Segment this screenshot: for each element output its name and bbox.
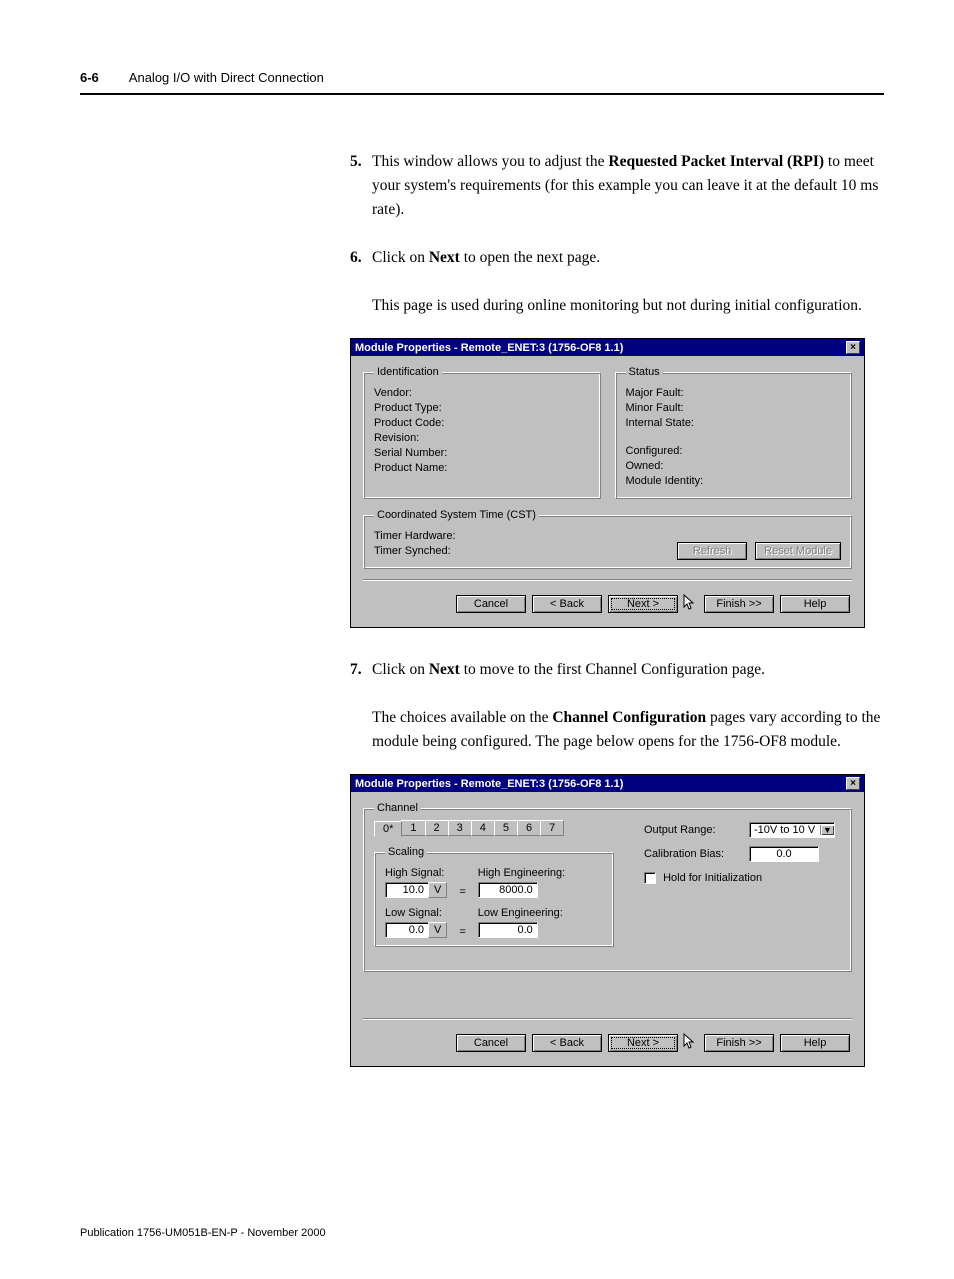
finish-button[interactable]: Finish >> (704, 1034, 774, 1052)
tab-channel-7[interactable]: 7 (540, 820, 564, 836)
configured-label: Configured: (626, 445, 842, 457)
step-6-para: This page is used during online monitori… (372, 294, 884, 318)
step-7-para: The choices available on the Channel Con… (372, 706, 884, 754)
module-properties-dialog-status: Module Properties - Remote_ENET:3 (1756-… (350, 338, 865, 628)
cursor-icon (684, 595, 698, 611)
dialog-title: Module Properties - Remote_ENET:3 (1756-… (355, 778, 623, 790)
tab-channel-0[interactable]: 0* (374, 821, 402, 837)
tab-channel-5[interactable]: 5 (494, 820, 518, 836)
header-rule (80, 93, 884, 95)
next-button[interactable]: Next > (608, 595, 678, 613)
step-body: Click on Next to open the next page. (372, 246, 884, 270)
serial-number-label: Serial Number: (374, 447, 590, 459)
channel-group: Channel 0* 1 2 3 4 5 6 7 (363, 802, 852, 972)
step-number: 5. (350, 150, 372, 222)
owned-label: Owned: (626, 460, 842, 472)
timer-hardware-label: Timer Hardware: (374, 530, 456, 542)
chevron-down-icon[interactable]: ▼ (820, 825, 834, 835)
low-eng-label: Low Engineering: (478, 907, 563, 919)
cst-group: Coordinated System Time (CST) Timer Hard… (363, 509, 852, 569)
major-fault-label: Major Fault: (626, 387, 842, 399)
high-eng-input[interactable] (478, 882, 538, 898)
hold-init-label: Hold for Initialization (663, 872, 762, 884)
calib-bias-label: Calibration Bias: (644, 848, 739, 860)
step-body: This window allows you to adjust the Req… (372, 150, 884, 222)
low-signal-input[interactable] (385, 922, 429, 938)
refresh-button[interactable]: Refresh (677, 542, 747, 560)
equals: = (459, 926, 465, 938)
high-signal-input[interactable] (385, 882, 429, 898)
unit-v: V (428, 882, 447, 898)
publication-footer: Publication 1756-UM051B-EN-P - November … (80, 1227, 884, 1239)
status-group: Status Major Fault: Minor Fault: Interna… (615, 366, 853, 499)
product-code-label: Product Code: (374, 417, 590, 429)
close-icon[interactable]: × (846, 777, 860, 790)
close-icon[interactable]: × (846, 341, 860, 354)
identification-group: Identification Vendor: Product Type: Pro… (363, 366, 601, 499)
equals: = (459, 886, 465, 898)
reset-module-button[interactable]: Reset Module (755, 542, 841, 560)
product-type-label: Product Type: (374, 402, 590, 414)
separator (363, 1018, 852, 1020)
scaling-legend: Scaling (385, 846, 427, 858)
channel-tabs: 0* 1 2 3 4 5 6 7 (374, 820, 614, 836)
tab-channel-6[interactable]: 6 (517, 820, 541, 836)
page-number: 6-6 (80, 70, 99, 85)
tab-channel-2[interactable]: 2 (425, 820, 449, 836)
hold-init-checkbox[interactable] (644, 872, 656, 884)
product-name-label: Product Name: (374, 462, 590, 474)
status-legend: Status (626, 366, 663, 378)
scaling-group: Scaling High Signal: V = High Engineerin… (374, 846, 614, 947)
module-properties-dialog-channel: Module Properties - Remote_ENET:3 (1756-… (350, 774, 865, 1067)
finish-button[interactable]: Finish >> (704, 595, 774, 613)
step-body: Click on Next to move to the first Chann… (372, 658, 884, 682)
timer-synced-label: Timer Synched: (374, 545, 456, 557)
cancel-button[interactable]: Cancel (456, 595, 526, 613)
step-number: 6. (350, 246, 372, 270)
identification-legend: Identification (374, 366, 442, 378)
help-button[interactable]: Help (780, 595, 850, 613)
internal-state-label: Internal State: (626, 417, 842, 429)
section-title: Analog I/O with Direct Connection (129, 70, 324, 85)
calib-bias-input[interactable] (749, 846, 819, 862)
tab-channel-1[interactable]: 1 (401, 820, 425, 836)
wizard-buttons: Cancel < Back Next > Finish >> Help (363, 591, 852, 615)
minor-fault-label: Minor Fault: (626, 402, 842, 414)
page-header: 6-6 Analog I/O with Direct Connection (80, 70, 884, 85)
tab-channel-3[interactable]: 3 (448, 820, 472, 836)
low-eng-input[interactable] (478, 922, 538, 938)
output-range-label: Output Range: (644, 824, 739, 836)
wizard-buttons: Cancel < Back Next > Finish >> Help (363, 1030, 852, 1054)
dialog-title: Module Properties - Remote_ENET:3 (1756-… (355, 342, 623, 354)
back-button[interactable]: < Back (532, 595, 602, 613)
cancel-button[interactable]: Cancel (456, 1034, 526, 1052)
titlebar[interactable]: Module Properties - Remote_ENET:3 (1756-… (351, 775, 864, 792)
output-range-value: -10V to 10 V (750, 823, 820, 837)
vendor-label: Vendor: (374, 387, 590, 399)
low-signal-label: Low Signal: (385, 907, 447, 919)
high-signal-label: High Signal: (385, 867, 447, 879)
high-eng-label: High Engineering: (478, 867, 565, 879)
step-5: 5. This window allows you to adjust the … (350, 150, 884, 222)
module-identity-label: Module Identity: (626, 475, 842, 487)
cursor-icon (684, 1034, 698, 1050)
step-7: 7. Click on Next to move to the first Ch… (350, 658, 884, 682)
revision-label: Revision: (374, 432, 590, 444)
separator (363, 579, 852, 581)
next-button[interactable]: Next > (608, 1034, 678, 1052)
step-number: 7. (350, 658, 372, 682)
channel-legend: Channel (374, 802, 421, 814)
tab-channel-4[interactable]: 4 (471, 820, 495, 836)
titlebar[interactable]: Module Properties - Remote_ENET:3 (1756-… (351, 339, 864, 356)
step-6: 6. Click on Next to open the next page. (350, 246, 884, 270)
output-range-select[interactable]: -10V to 10 V ▼ (749, 822, 835, 838)
help-button[interactable]: Help (780, 1034, 850, 1052)
unit-v: V (428, 922, 447, 938)
cst-legend: Coordinated System Time (CST) (374, 509, 539, 521)
back-button[interactable]: < Back (532, 1034, 602, 1052)
